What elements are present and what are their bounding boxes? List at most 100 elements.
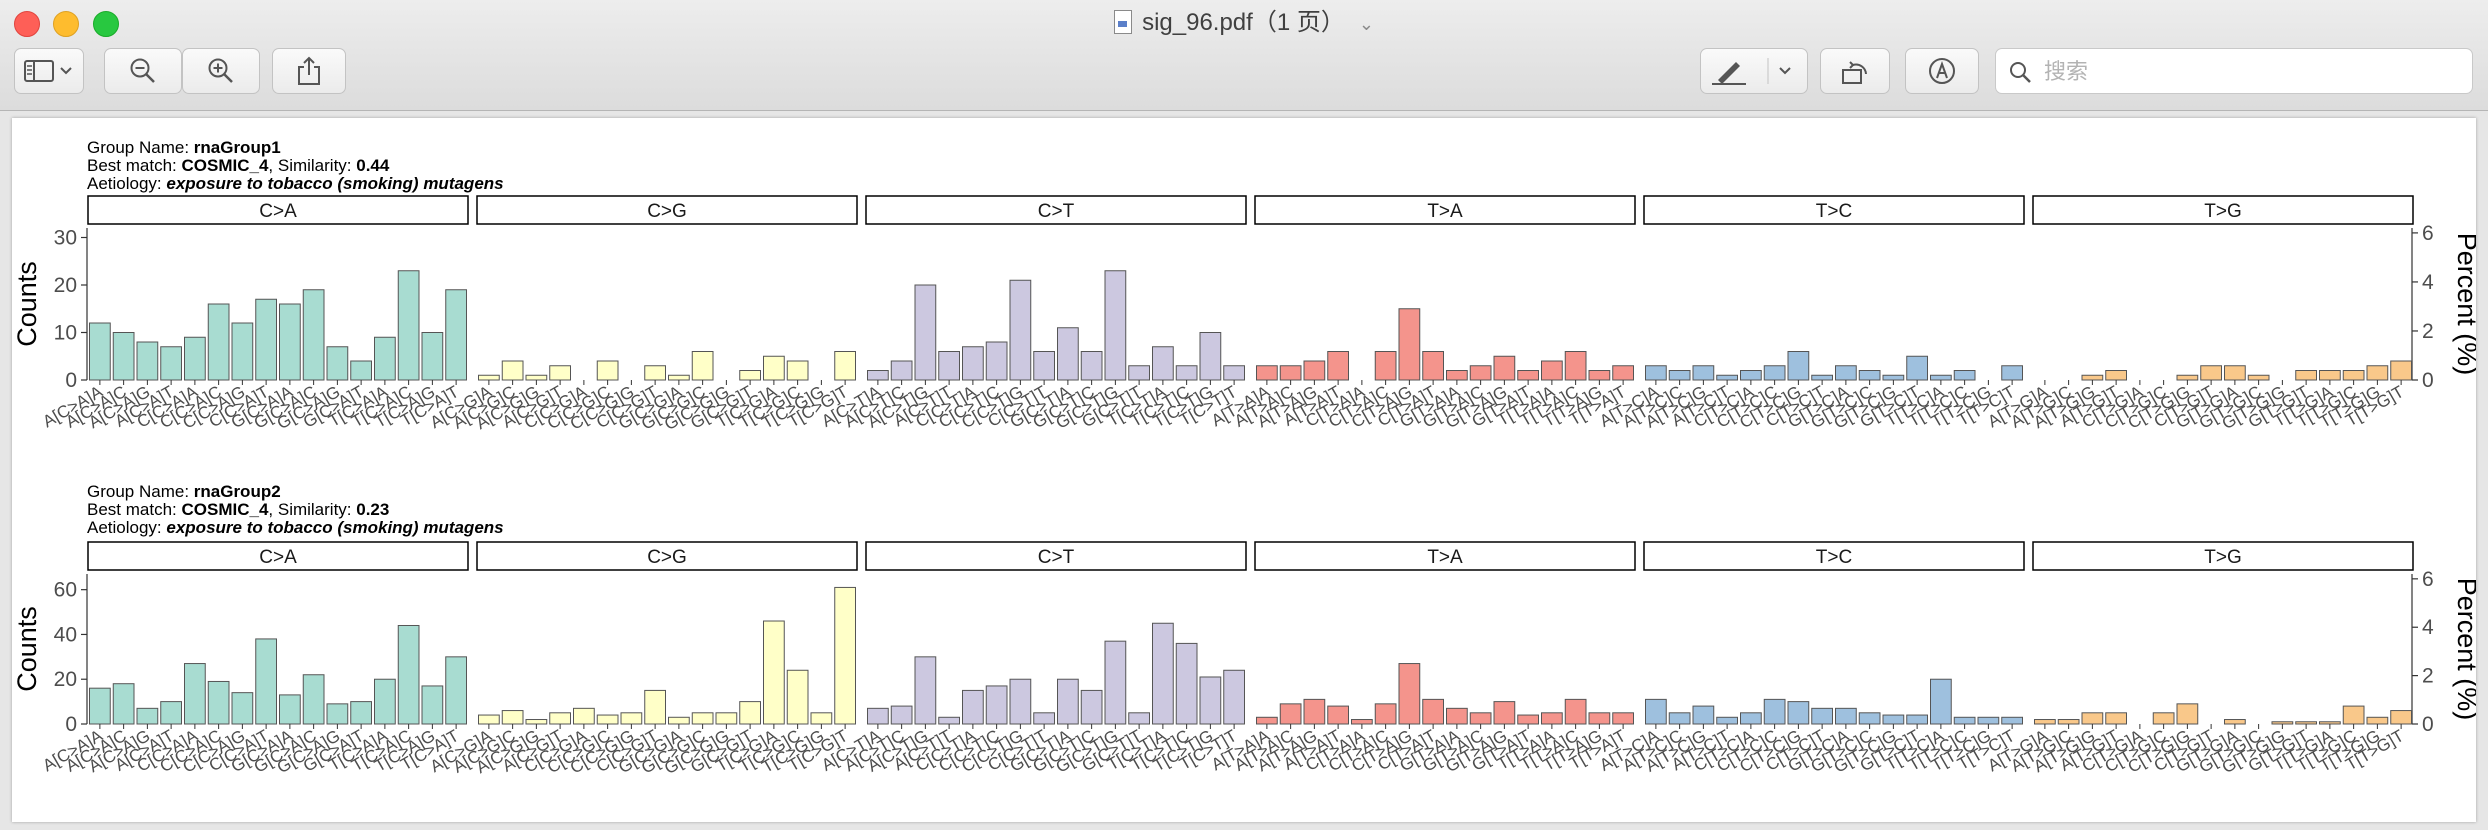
bar: [867, 707, 889, 725]
pdf-document-icon: [1114, 10, 1133, 34]
bar: [1541, 360, 1563, 381]
bar: [1882, 374, 1905, 381]
bar: [739, 370, 761, 381]
bar: [1930, 678, 1952, 725]
close-window-button[interactable]: [14, 11, 40, 37]
bar: [1175, 365, 1198, 381]
zoom-in-button[interactable]: [182, 48, 260, 94]
bar: [715, 712, 738, 725]
bar: [501, 710, 524, 725]
group-name-value: rnaGroup2: [194, 482, 281, 501]
bar: [1858, 712, 1881, 725]
bar: [1493, 355, 1516, 381]
window-title: sig_96.pdf（1 页）: [1142, 9, 1345, 36]
facet-strip: [1643, 195, 2025, 225]
bar: [302, 674, 325, 725]
aetiology-value: exposure to tobacco (smoking) mutagens: [166, 518, 503, 537]
bar: [1811, 707, 1833, 725]
bar: [2390, 710, 2412, 725]
bar: [1080, 351, 1103, 381]
y2-tick-label: 0: [2422, 713, 2434, 736]
bar: [1692, 365, 1715, 381]
y-tick-label: 10: [54, 322, 77, 345]
facet-strip-label: C>T: [1038, 547, 1075, 568]
search-field[interactable]: [1995, 48, 2473, 94]
facet-strip: [2032, 541, 2414, 571]
zoom-out-button[interactable]: [104, 48, 182, 94]
bar: [1256, 365, 1278, 381]
facet-strip: [865, 541, 1247, 571]
annotate-icon: [1929, 58, 1955, 84]
bar: [1612, 712, 1634, 725]
bar: [525, 374, 548, 381]
bar: [962, 689, 984, 725]
facet-strip-label: T>G: [2204, 547, 2241, 568]
bar: [573, 707, 595, 725]
sidebar-icon: [24, 60, 72, 82]
bar: [668, 374, 690, 381]
bar: [136, 707, 159, 725]
bar: [2081, 712, 2104, 725]
bar: [1033, 712, 1055, 725]
bar: [914, 284, 937, 381]
best-match-label: Best match:: [87, 500, 181, 519]
bar: [231, 322, 254, 381]
bar: [786, 669, 809, 725]
bar: [1199, 676, 1222, 725]
bar: [1398, 308, 1421, 381]
bar: [1128, 712, 1150, 725]
bar: [136, 341, 159, 381]
best-match-line: Best match: COSMIC_4, Similarity: 0.23: [87, 500, 389, 519]
minimize-window-button[interactable]: [53, 11, 79, 37]
sidebar-toggle-button[interactable]: [14, 48, 84, 94]
window-title-area[interactable]: sig_96.pdf（1 页） ⌄: [0, 6, 2488, 41]
bar: [1128, 365, 1150, 381]
share-button[interactable]: [272, 48, 346, 94]
y-tick-label: 20: [54, 668, 77, 691]
aetiology-label: Aetiology:: [87, 174, 166, 193]
bar: [644, 365, 666, 381]
chevron-down-icon[interactable]: ⌄: [1358, 14, 1374, 34]
bar: [1303, 698, 1326, 725]
facet-strip-label: C>G: [647, 547, 687, 568]
bar: [1716, 374, 1738, 381]
bar: [2081, 374, 2104, 381]
bar: [350, 701, 372, 725]
zoom-window-button[interactable]: [93, 11, 119, 37]
bar: [890, 360, 913, 381]
y2-tick-label: 2: [2422, 320, 2434, 343]
bar: [985, 341, 1008, 381]
y2-axis-title: Percent (%): [2452, 578, 2476, 721]
y-tick-label: 0: [65, 713, 77, 736]
bar: [302, 289, 325, 381]
bar: [2390, 360, 2412, 381]
bar: [596, 360, 619, 381]
bar: [890, 705, 913, 725]
search-input[interactable]: [2042, 55, 2456, 89]
aetiology-line: Aetiology: exposure to tobacco (smoking)…: [87, 518, 504, 537]
bar: [1787, 701, 1810, 725]
bar: [691, 712, 714, 725]
bar: [691, 351, 714, 381]
rotate-button[interactable]: [1820, 48, 1890, 94]
annotate-button[interactable]: [1905, 48, 1979, 94]
bar: [1763, 698, 1786, 725]
similarity-label: , Similarity:: [268, 500, 356, 519]
bar: [1104, 640, 1127, 725]
zoom-in-icon: [208, 58, 233, 83]
bar: [1668, 370, 1691, 381]
bar: [2176, 374, 2199, 381]
markup-button[interactable]: [1700, 48, 1808, 94]
bar: [501, 360, 524, 381]
bar: [1906, 714, 1928, 725]
bar: [374, 678, 396, 725]
bar: [2224, 365, 2246, 381]
similarity-label: , Similarity:: [268, 156, 356, 175]
bar: [89, 687, 111, 725]
bar: [1351, 719, 1373, 725]
y-axis-title: Counts: [12, 606, 42, 692]
bar: [231, 692, 254, 725]
facet-strip: [1254, 541, 1636, 571]
